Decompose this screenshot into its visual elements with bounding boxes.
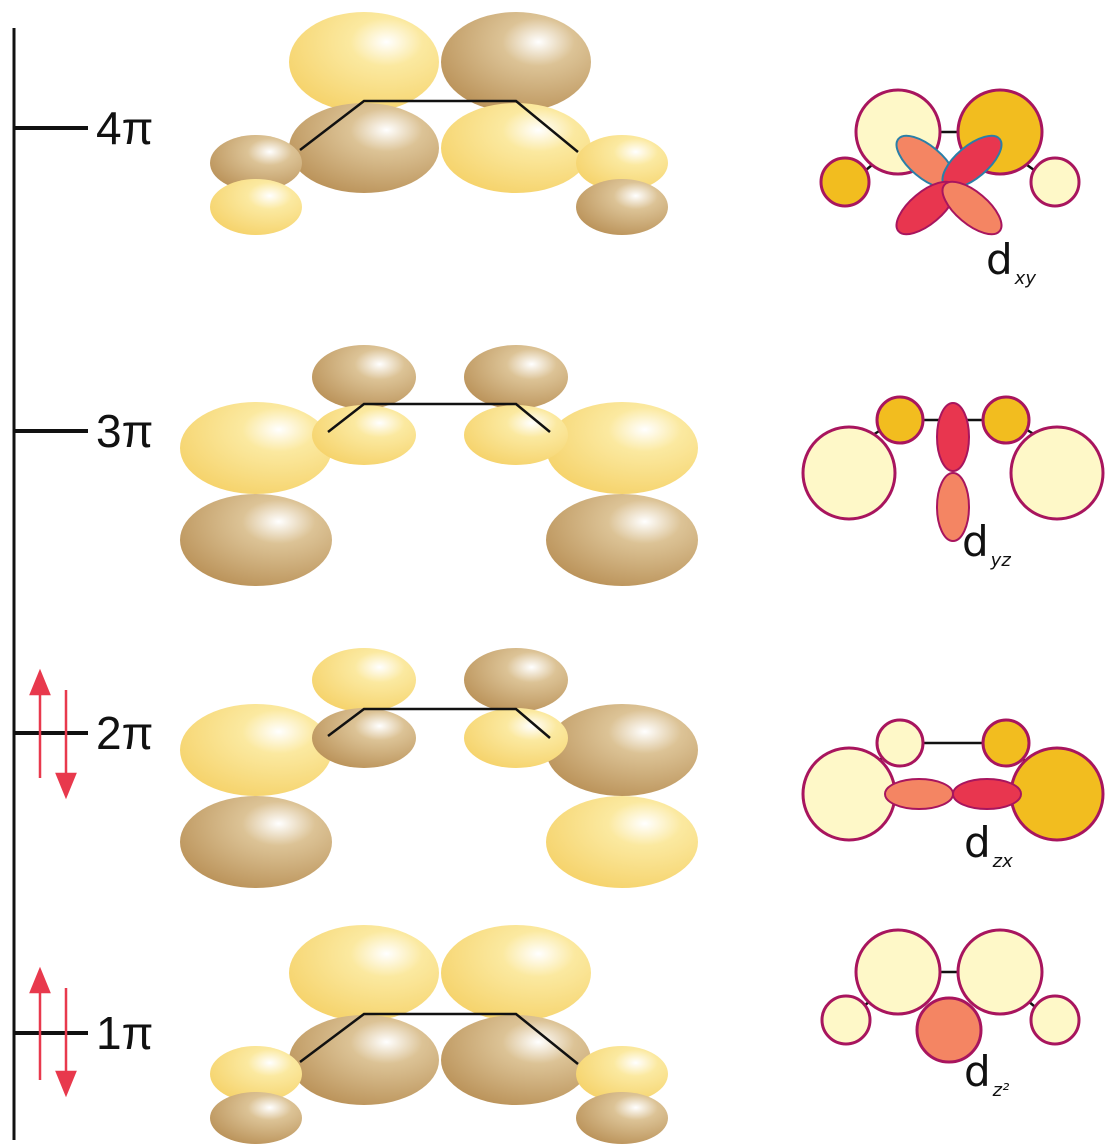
lobe [180,704,332,796]
spin-up-arrowhead [29,668,51,696]
lobe [546,402,698,494]
d-orbital-label: d xy [986,235,1036,289]
d-orbital-dzx: d zx [801,718,1105,872]
level-label: 3π [96,405,153,457]
d-lobe [936,402,970,472]
lobe [441,103,591,193]
lobe [576,1046,668,1102]
lobe [210,1046,302,1102]
lobe [464,708,568,768]
lobe [546,704,698,796]
carbon-skeleton [327,402,551,433]
atom-lobe [981,718,1031,768]
spin-up-arrowhead [29,966,51,994]
d-orbital-dyz: d yz [801,395,1105,571]
atom-lobe [981,395,1031,445]
d-lobe [936,472,970,542]
butadiene-mo-2pi [180,648,698,888]
atom-lobe [1009,746,1105,842]
atom-lobe [820,994,872,1046]
lobe [289,925,439,1021]
level-3pi: 3π [14,405,153,457]
atom-lobe [875,718,925,768]
atom-lobe [1029,994,1081,1046]
atom-lobe [956,928,1044,1016]
lobe [289,103,439,193]
lobe [210,135,302,191]
d-lobe [952,778,1022,810]
level-2pi: 2π [14,668,153,800]
carbon-skeleton [327,707,551,739]
lobe [441,12,591,112]
lobe [180,402,332,494]
d-lobe [941,180,1003,236]
level-label: 2π [96,707,153,759]
atom-lobe [801,425,897,521]
lobe [441,1015,591,1105]
lobe [576,179,668,235]
lobe [312,345,416,409]
electron-pair [29,668,77,800]
lobe [576,1092,668,1144]
lobe [464,648,568,712]
lobe [441,925,591,1021]
d-orbital-dxy: d xy [819,88,1081,289]
lobe [289,12,439,112]
d-orbital-label: d z² [964,1047,1009,1101]
level-4pi: 4π [14,102,153,154]
d-orbital-label: d zx [964,818,1013,872]
d-orbital-dz2: d z² [820,928,1081,1101]
lobe [464,345,568,409]
level-label: 4π [96,102,153,154]
atom-lobe [1029,156,1081,208]
butadiene-mo-3pi [180,345,698,586]
carbon-skeleton [299,99,579,153]
lobe [210,179,302,235]
lobe [312,708,416,768]
level-label: 1π [96,1007,153,1059]
butadiene-mo-4pi [210,12,668,235]
lobe [312,405,416,465]
atom-lobe [801,746,897,842]
level-1pi: 1π [14,966,153,1098]
atom-lobe [1009,425,1105,521]
spin-down-arrowhead [55,772,77,800]
lobe [289,1015,439,1105]
d-lobe [915,996,983,1064]
atom-lobe [854,928,942,1016]
lobe [180,796,332,888]
lobe [312,648,416,712]
atom-lobe [875,395,925,445]
lobe [576,135,668,191]
lobe [546,494,698,586]
atom-lobe [819,156,871,208]
butadiene-mo-1pi [210,925,668,1144]
lobe [210,1092,302,1144]
carbon-skeleton [299,1012,579,1065]
lobe [180,494,332,586]
lobe [546,796,698,888]
lobe [464,405,568,465]
d-orbital-label: d yz [962,517,1011,571]
spin-down-arrowhead [55,1070,77,1098]
d-lobe [884,778,954,810]
electron-pair [29,966,77,1098]
